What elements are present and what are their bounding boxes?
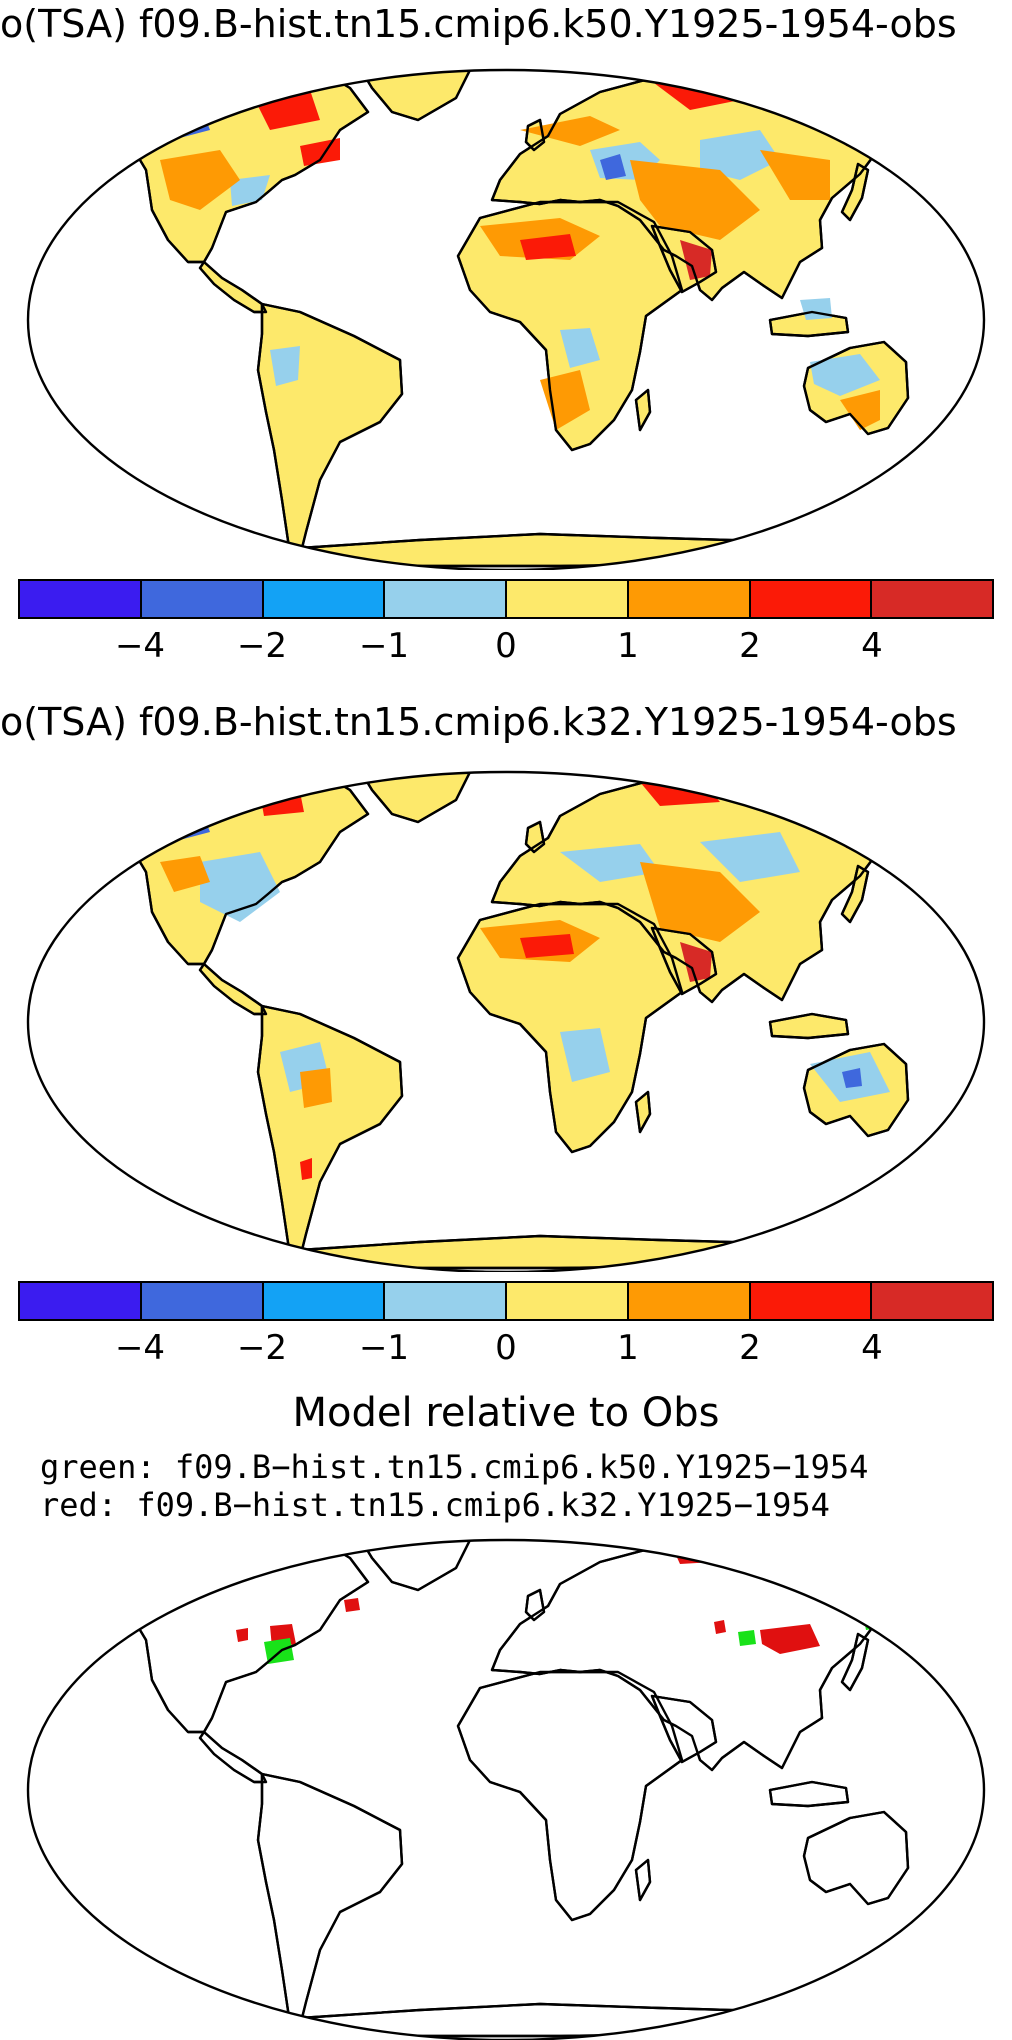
comparison-map [26, 1538, 986, 2040]
colorbar-segment [385, 581, 507, 617]
anomaly-map-k50 [26, 68, 986, 570]
green-region [176, 1576, 188, 1588]
colorbar-segment [507, 581, 629, 617]
red-region [760, 1624, 820, 1654]
red-region [236, 1628, 248, 1642]
tick-label: −2 [236, 1328, 288, 1368]
colorbar-segment [507, 1283, 629, 1319]
tick-label: −4 [114, 1328, 166, 1368]
tick-label: −1 [358, 1328, 410, 1368]
tick-label: 4 [861, 1328, 883, 1368]
tick-label: −1 [358, 626, 410, 666]
red-region [344, 1598, 360, 1612]
tick-label: 2 [739, 626, 761, 666]
colorbar-2-ticks: −4 −2 −1 0 1 2 4 [18, 1328, 994, 1368]
colorbar-2 [18, 1281, 994, 1321]
legend-green: green: f09.B−hist.tn15.cmip6.k50.Y1925−1… [40, 1448, 869, 1486]
colorbar-1-ticks: −4 −2 −1 0 1 2 4 [18, 626, 994, 666]
colorbar-segment [20, 581, 142, 617]
colorbar-segment [141, 581, 264, 617]
comparison-title: Model relative to Obs [292, 1390, 720, 1436]
tick-label: −2 [236, 626, 288, 666]
tick-label: −4 [114, 626, 166, 666]
colorbar-segment [385, 1283, 507, 1319]
red-region [670, 1540, 748, 1564]
tick-label: 0 [495, 1328, 517, 1368]
colorbar-segment [263, 1283, 386, 1319]
map-border [26, 770, 986, 1272]
tick-label: 1 [617, 626, 639, 666]
colorbar-segment [628, 581, 751, 617]
tick-label: 1 [617, 1328, 639, 1368]
colorbar-segment [872, 581, 992, 617]
tick-label: 0 [495, 626, 517, 666]
colorbar-segment [263, 581, 386, 617]
legend-red: red: f09.B−hist.tn15.cmip6.k32.Y1925−195… [40, 1486, 830, 1524]
panel1-title: o(TSA) f09.B-hist.tn15.cmip6.k50.Y1925-1… [0, 2, 957, 46]
anomaly-map-k32 [26, 770, 986, 1272]
colorbar-segment [628, 1283, 751, 1319]
colorbar-segment [20, 1283, 142, 1319]
colorbar-segment [872, 1283, 992, 1319]
tick-label: 4 [861, 626, 883, 666]
map-border [26, 68, 986, 570]
red-region [714, 1620, 726, 1634]
colorbar-segment [750, 581, 873, 617]
colorbar-segment [141, 1283, 264, 1319]
colorbar-segment [750, 1283, 873, 1319]
colorbar-1 [18, 579, 994, 619]
tick-label: 2 [739, 1328, 761, 1368]
map-border [26, 1538, 986, 2040]
green-region [738, 1630, 756, 1646]
panel2-title: o(TSA) f09.B-hist.tn15.cmip6.k32.Y1925-1… [0, 700, 957, 744]
